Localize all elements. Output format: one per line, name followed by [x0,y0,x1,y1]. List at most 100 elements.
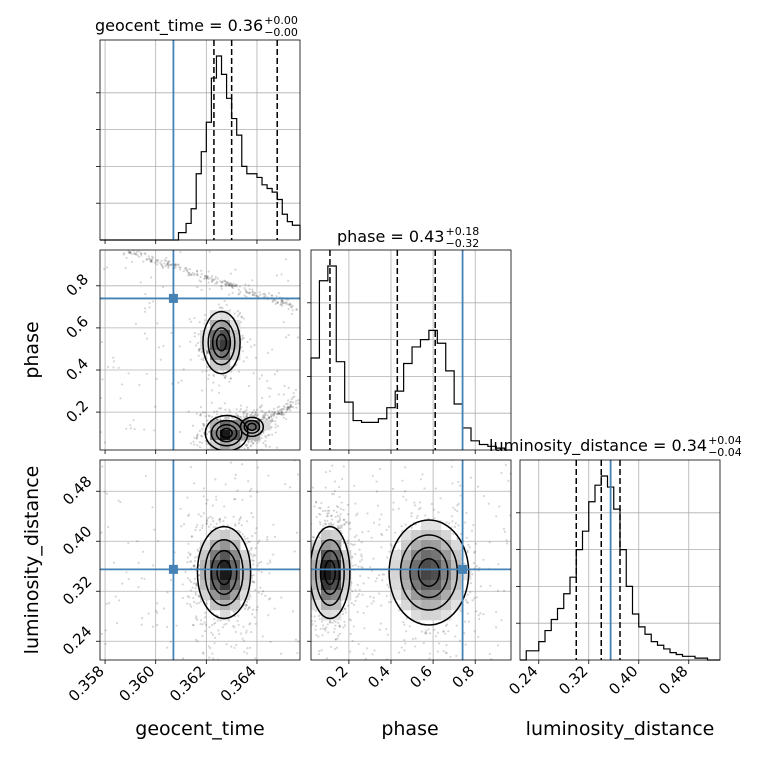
sample-point [311,619,313,623]
sample-point [228,417,231,420]
sample-point [179,507,182,510]
sample-point [193,559,197,563]
sample-point [367,530,370,533]
sample-point [201,389,204,392]
sample-point [252,372,255,375]
sample-point [193,564,196,567]
sample-point [212,374,216,378]
density-cell [220,530,231,541]
sample-point [436,631,440,634]
sample-point [267,386,270,390]
sample-point [251,279,254,282]
sample-point [192,564,195,568]
sample-point [449,655,452,659]
sample-point [340,501,343,504]
sample-point [338,524,342,528]
sample-point [126,248,128,250]
sample-point [154,405,157,408]
sample-point [476,485,480,488]
contour-pair-geocent_time-phase-1-1 [210,419,243,447]
sample-point [192,440,195,443]
sample-point [468,546,471,549]
sample-point [144,252,147,256]
sample-point [509,514,511,517]
sample-point [289,403,293,407]
sample-point [296,603,298,605]
sample-point [247,291,250,295]
sample-point [275,295,278,298]
sample-point [223,282,227,286]
sample-point [338,625,342,629]
sample-point [178,266,181,269]
plot-area-pair-phase-luminosity_distance [296,460,511,664]
sample-point [196,269,199,272]
sample-point [291,610,295,613]
density-cell [421,600,432,611]
sample-point [500,471,503,474]
sample-point [227,284,230,287]
sample-point [231,454,233,456]
sample-point [434,487,437,490]
sample-point [219,407,223,410]
density-cell [240,550,251,561]
sample-point [281,301,284,304]
sample-point [133,427,136,431]
sample-point [498,505,501,508]
sample-point [390,544,393,548]
sample-point [230,282,233,285]
sample-point [224,660,226,662]
sample-point [155,259,158,262]
sample-point [149,258,153,261]
sample-point [169,640,172,643]
sample-point [244,283,247,286]
sample-point [269,412,272,415]
sample-point [140,617,144,620]
sample-point [156,261,159,264]
density-cell [411,580,422,591]
sample-point [100,531,103,534]
sample-point [218,518,221,521]
sample-point [117,366,120,369]
sample-point [326,519,329,522]
sample-point [195,270,199,273]
sample-point [292,406,295,409]
sample-point [134,322,138,326]
sample-point [438,662,440,664]
sample-point [242,415,245,418]
sample-point [218,517,222,520]
sample-point [204,411,207,414]
sample-point [241,334,244,338]
sample-point [450,465,453,468]
sample-point [204,629,207,633]
sample-point [289,409,292,412]
sample-point [302,602,304,604]
sample-point [227,282,230,285]
sample-point [366,605,369,608]
sample-point [322,624,325,627]
sample-point [193,556,197,559]
sample-point [311,623,314,626]
sample-point [434,635,438,638]
sample-point [296,473,300,476]
sample-point [349,527,352,531]
sample-point [161,285,165,289]
sample-point [458,639,462,642]
sample-point [189,273,193,277]
sample-point [351,555,354,558]
sample-point [315,634,318,637]
sample-point [317,614,321,618]
sample-point [251,293,254,297]
sample-point [236,619,239,623]
sample-point [295,308,298,311]
sample-point [422,641,425,645]
sample-point [294,402,297,405]
density-cell [401,530,412,541]
sample-point [264,413,267,417]
density-cell [331,590,342,601]
sample-point [214,282,217,285]
sample-point [205,369,208,373]
sample-point [465,536,468,539]
sample-point [360,558,364,561]
sample-point [130,260,134,264]
sample-point [186,595,189,598]
